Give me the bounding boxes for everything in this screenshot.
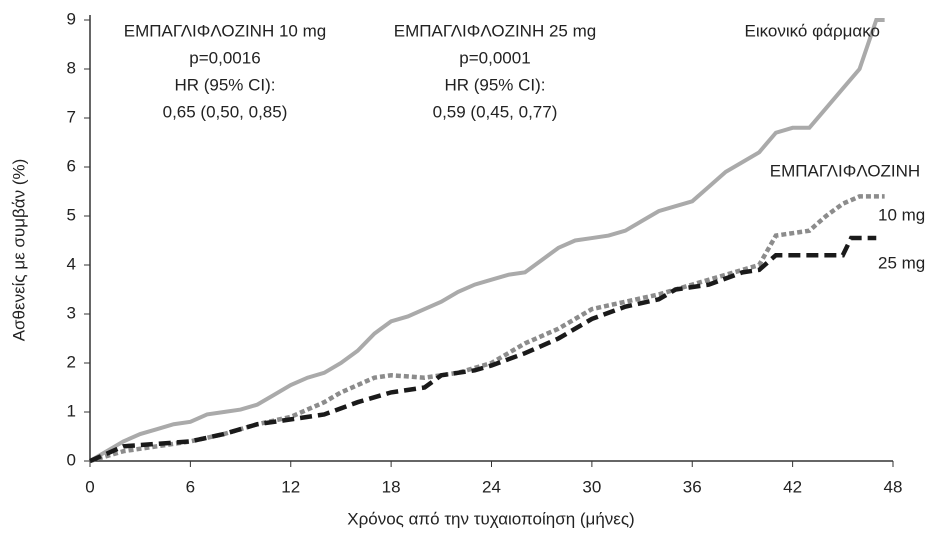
- x-tick-label: 18: [382, 477, 401, 496]
- series-label: Εικονικό φάρμακο: [744, 21, 880, 40]
- series-line: [89, 235, 877, 464]
- y-tick-label: 9: [67, 9, 76, 28]
- annotation: HR (95% CI):: [444, 75, 545, 94]
- series-line: [88, 18, 885, 463]
- x-tick-label: 6: [186, 477, 195, 496]
- y-tick-label: 7: [67, 107, 76, 126]
- y-tick-label: 3: [67, 303, 76, 322]
- y-tick-label: 1: [67, 401, 76, 420]
- x-tick-label: 30: [582, 477, 601, 496]
- annotation: ΕΜΠΑΓΛΙΦΛΟΖΙΝΗ 25 mg: [394, 21, 596, 40]
- x-tick-label: 0: [85, 477, 94, 496]
- annotation: 0,65 (0,50, 0,85): [163, 102, 288, 121]
- annotation: 0,59 (0,45, 0,77): [433, 102, 558, 121]
- x-tick-label: 42: [783, 477, 802, 496]
- y-axis-title: Ασθενείς με συμβάν (%): [9, 159, 28, 342]
- x-tick-label: 24: [482, 477, 501, 496]
- series-label: 25 mg: [878, 253, 925, 272]
- annotation: p=0,0001: [459, 48, 530, 67]
- y-tick-label: 8: [67, 58, 76, 77]
- group-label: ΕΜΠΑΓΛΙΦΛΟΖΙΝΗ: [770, 161, 920, 180]
- y-tick-label: 5: [67, 205, 76, 224]
- y-tick-label: 2: [67, 352, 76, 371]
- y-tick-label: 0: [67, 450, 76, 469]
- x-tick-label: 48: [884, 477, 903, 496]
- annotation: ΕΜΠΑΓΛΙΦΛΟΖΙΝΗ 10 mg: [124, 21, 326, 40]
- series-label: 10 mg: [878, 205, 925, 224]
- annotation: p=0,0016: [189, 48, 260, 67]
- x-tick-label: 36: [683, 477, 702, 496]
- annotation: HR (95% CI):: [174, 75, 275, 94]
- series-line: [89, 194, 885, 464]
- x-tick-label: 12: [281, 477, 300, 496]
- y-tick-label: 4: [67, 254, 76, 273]
- y-tick-label: 6: [67, 156, 76, 175]
- x-axis-title: Χρόνος από την τυχαιοποίηση (μήνες): [347, 509, 634, 528]
